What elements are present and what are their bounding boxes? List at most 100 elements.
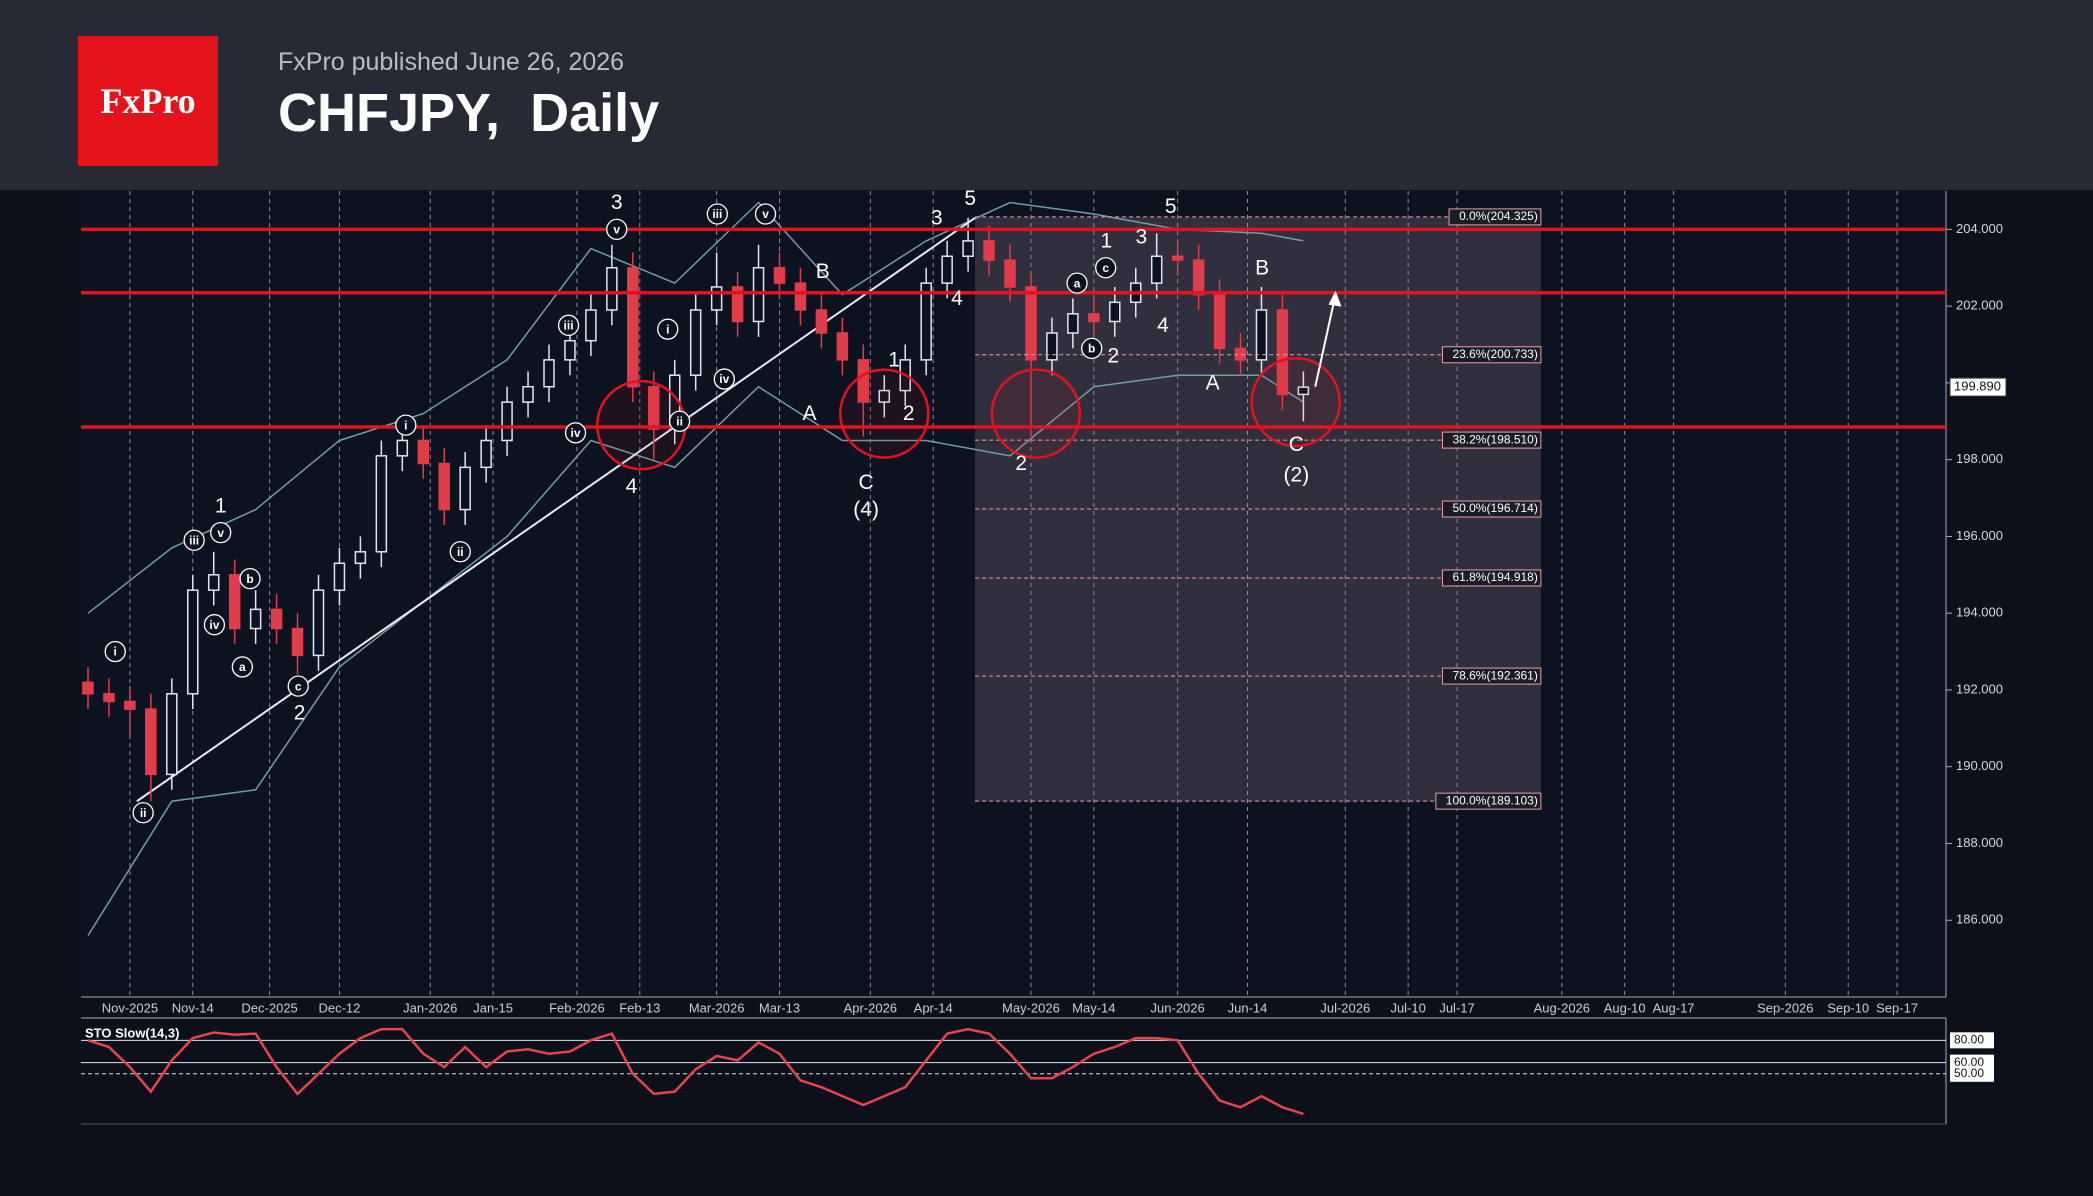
- fib-label: 38.2%(198.510): [1452, 432, 1537, 446]
- wave-circle: [449, 541, 471, 563]
- candle-body: [1171, 255, 1184, 261]
- candle-body: [417, 439, 430, 465]
- wave-label: ii: [676, 414, 683, 428]
- wave-label: 1: [888, 348, 900, 371]
- arrow-head: [1328, 290, 1342, 307]
- wave-label: v: [613, 223, 620, 237]
- x-tick-label: Sep-10: [1827, 1000, 1869, 1015]
- y-tick-label: 204.000: [1956, 221, 2003, 236]
- candle-body: [1067, 313, 1079, 334]
- wave-label: v: [762, 207, 769, 221]
- wave-label: B: [1255, 256, 1269, 279]
- tick-box: [1950, 1065, 1994, 1082]
- wave-circle: [210, 521, 232, 544]
- wave-label: A: [803, 402, 817, 425]
- wave-label: iv: [209, 618, 219, 632]
- candle-body: [878, 389, 891, 403]
- candle-body: [187, 589, 199, 695]
- y-tick-label: 196.000: [1956, 528, 2003, 543]
- published: FxPro published June 26, 2026: [278, 48, 625, 76]
- candle-body: [564, 339, 576, 361]
- candle-body: [773, 267, 786, 284]
- wave-circle: [231, 656, 254, 678]
- wave-label: b: [246, 572, 253, 586]
- arrow: [1314, 294, 1337, 387]
- wave-circle: [132, 802, 154, 824]
- candle-body: [1192, 259, 1205, 296]
- logo: FxPro: [78, 36, 218, 166]
- wave-label: a: [1074, 276, 1081, 290]
- x-tick-label: Sep-2026: [1757, 1000, 1813, 1015]
- candle-body: [124, 700, 136, 710]
- candle-body: [480, 439, 492, 469]
- candle-body: [1234, 347, 1247, 361]
- wave-label: c: [295, 679, 302, 693]
- x-tick-label: Jan-15: [473, 1000, 513, 1015]
- plot-area: [81, 191, 1946, 997]
- x-tick-label: Feb-13: [619, 1000, 660, 1015]
- candle-body: [794, 282, 807, 311]
- wave-label: c: [1102, 261, 1109, 275]
- candle-body: [1025, 286, 1037, 361]
- panel-title: STO Slow(14,3): [85, 1025, 179, 1040]
- price-tag-label: 199.890: [1954, 379, 2001, 394]
- candle-body: [606, 267, 618, 311]
- wave-label: a: [239, 660, 246, 674]
- wave-label: A: [1206, 371, 1220, 394]
- wave-label: 2: [1108, 345, 1120, 368]
- candle-body: [627, 267, 639, 388]
- x-tick-label: Jan-2026: [403, 1000, 457, 1015]
- wave-label: i: [666, 322, 669, 336]
- candle-body: [354, 551, 367, 565]
- candle-body: [752, 267, 765, 323]
- candle-body: [82, 681, 94, 695]
- candle-body: [333, 562, 346, 591]
- y-tick-label: 194.000: [1956, 605, 2003, 620]
- wave-circle: [1081, 337, 1103, 360]
- x-tick-label: Dec-2025: [241, 1000, 297, 1015]
- wave-label: 5: [964, 187, 976, 210]
- x-tick-label: May-14: [1072, 1000, 1115, 1015]
- candle-body: [1150, 255, 1163, 284]
- wave-circle: [564, 422, 587, 444]
- wave-label: i: [114, 645, 117, 659]
- wave-circle: [183, 529, 205, 551]
- wave-label: 1: [1101, 229, 1113, 252]
- x-tick-label: Apr-2026: [844, 1000, 897, 1015]
- highlight-circle: [990, 368, 1082, 459]
- wave-label: 5: [1165, 195, 1177, 218]
- wave-circle: [104, 640, 126, 663]
- title: CHFJPY, Daily: [278, 83, 660, 143]
- candle-body: [920, 282, 932, 361]
- wave-circle: [713, 368, 735, 390]
- wave-circle: [287, 675, 309, 697]
- x-tick-label: Jul-10: [1390, 1000, 1425, 1015]
- candle-body: [312, 589, 325, 657]
- candle-body: [228, 574, 241, 630]
- candle-body: [270, 608, 283, 630]
- x-tick-label: May-2026: [1002, 1000, 1060, 1015]
- wave-label: 4: [951, 287, 963, 310]
- candle-body: [375, 455, 388, 553]
- x-tick-label: Sep-17: [1876, 1000, 1918, 1015]
- x-tick-label: Feb-2026: [549, 1000, 605, 1015]
- wave-circle: [1066, 272, 1088, 294]
- fib-label-box: [1435, 792, 1542, 810]
- candle-body: [1088, 313, 1100, 323]
- fib-label-box: [1448, 208, 1542, 226]
- wave-circle: [668, 410, 691, 432]
- wave-label: v: [217, 526, 224, 540]
- candle-body: [585, 309, 597, 342]
- wave-label: iv: [719, 372, 729, 386]
- wave-label: i: [404, 418, 407, 432]
- candle-body: [648, 385, 660, 430]
- header: FxPro FxPro published June 26, 2026 CHFJ…: [0, 0, 2093, 190]
- bollinger-band: [87, 201, 1304, 614]
- candle-body: [1213, 293, 1226, 350]
- candle-body: [207, 574, 220, 591]
- fib-label: 78.6%(192.361): [1452, 668, 1537, 682]
- candle-body: [857, 359, 870, 403]
- wave-label: iv: [571, 426, 581, 440]
- x-tick-label: Aug-10: [1604, 1000, 1646, 1015]
